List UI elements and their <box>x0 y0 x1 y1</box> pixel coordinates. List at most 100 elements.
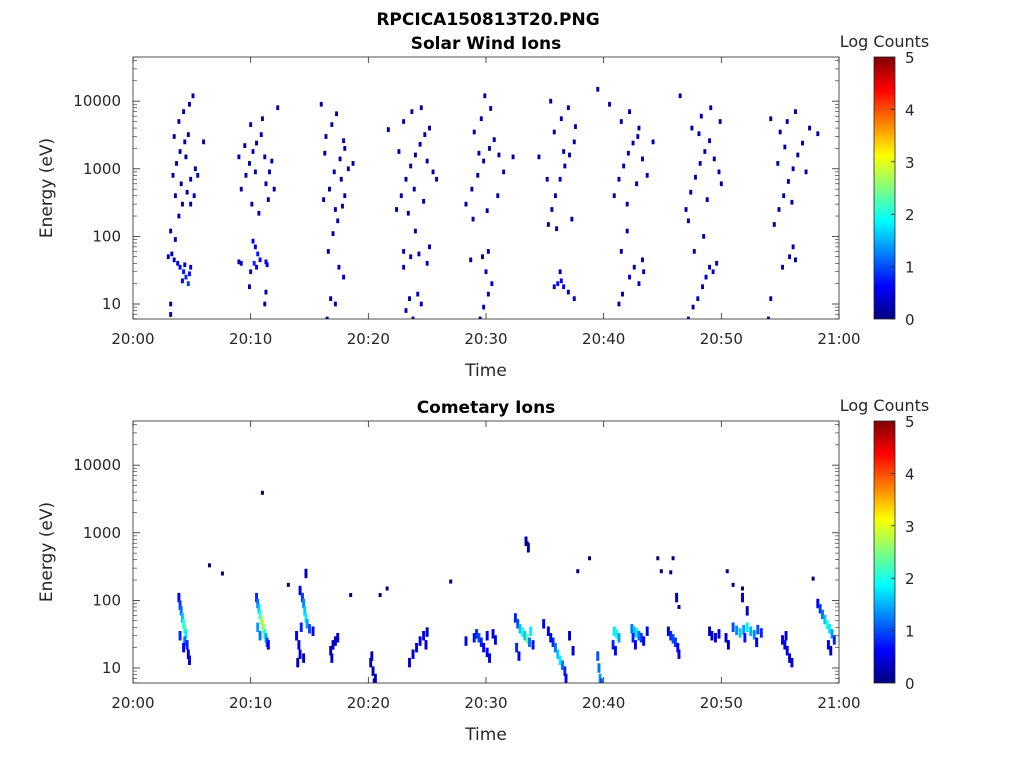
panel-title: Solar Wind Ions <box>411 34 562 54</box>
heatmap-cell <box>818 604 822 614</box>
heatmap-cell <box>829 646 833 656</box>
heatmap-cell <box>336 218 340 224</box>
heatmap-cell <box>185 189 189 195</box>
heatmap-cell <box>305 619 309 629</box>
heatmap-cell <box>637 125 641 131</box>
heatmap-cell <box>399 193 403 199</box>
heatmap-cell <box>676 642 680 653</box>
heatmap-cell <box>482 304 486 310</box>
heatmap-cell <box>570 216 574 222</box>
heatmap-cell <box>788 254 792 260</box>
heatmap-cell <box>630 624 634 634</box>
heatmap-cell <box>402 264 406 270</box>
heatmap-cell <box>691 304 695 310</box>
y-tick-label: 10000 <box>73 92 121 110</box>
heatmap-cell <box>423 132 427 137</box>
heatmap-cell <box>743 633 747 643</box>
heatmap-cell <box>331 231 335 236</box>
heatmap-cell <box>249 269 253 275</box>
heatmap-cell <box>378 593 382 598</box>
heatmap-cell <box>628 274 632 280</box>
heatmap-cell <box>337 264 341 270</box>
heatmap-cell <box>622 163 626 169</box>
heatmap-cell <box>493 635 497 645</box>
heatmap-cell <box>546 626 550 636</box>
heatmap-cell <box>537 154 541 160</box>
heatmap-cell <box>244 172 248 178</box>
heatmap-cell <box>518 624 522 634</box>
heatmap-cell <box>741 586 745 591</box>
heatmap-cell <box>632 626 636 636</box>
colorbar <box>873 420 896 684</box>
heatmap-cell <box>464 201 468 207</box>
heatmap-cell <box>641 156 644 162</box>
heatmap-cell <box>253 169 257 175</box>
heatmap-cell <box>182 642 186 653</box>
heatmap-cell <box>752 630 756 640</box>
heatmap-cell <box>549 633 553 643</box>
heatmap-cell <box>295 631 299 641</box>
heatmap-cell <box>413 228 417 234</box>
heatmap-cell <box>513 613 517 623</box>
heatmap-cell <box>184 274 188 280</box>
heatmap-cell <box>766 316 770 319</box>
colorbar-tick-label: 3 <box>905 154 915 172</box>
heatmap-cell <box>699 113 703 119</box>
heatmap-cell <box>330 653 334 663</box>
heatmap-cell <box>645 172 649 178</box>
heatmap-cell <box>724 633 728 643</box>
heatmap-cell <box>331 640 335 650</box>
heatmap-cell <box>322 197 326 202</box>
colorbar-tick-label: 4 <box>905 465 915 483</box>
heatmap-cell <box>192 193 196 199</box>
heatmap-cell <box>484 269 488 275</box>
heatmap-cell <box>166 254 170 260</box>
colorbar-tick-label: 0 <box>905 311 915 329</box>
heatmap-cell <box>183 262 187 268</box>
heatmap-cell <box>260 619 264 629</box>
heatmap-cell <box>596 86 600 92</box>
heatmap-cell <box>811 576 815 581</box>
heatmap-cell <box>182 619 186 629</box>
heatmap-cell <box>719 181 723 187</box>
heatmap-cell <box>343 193 347 199</box>
heatmap-cell <box>617 301 621 307</box>
heatmap-cell <box>669 631 673 641</box>
heatmap-cell <box>786 179 790 184</box>
heatmap-cell <box>549 98 553 104</box>
heatmap-cell <box>333 207 337 212</box>
heatmap-cell <box>621 291 624 297</box>
colorbar-tick-label: 3 <box>905 518 915 536</box>
heatmap-cell <box>435 176 439 182</box>
heatmap-cell <box>404 176 408 182</box>
heatmap-cell <box>177 213 181 219</box>
heatmap-cell <box>738 628 742 638</box>
heatmap-cell <box>742 624 746 635</box>
heatmap-cell <box>791 244 795 250</box>
heatmap-cell <box>686 218 690 224</box>
heatmap-cell <box>176 260 180 266</box>
heatmap-cell <box>412 186 416 192</box>
heatmap-cell <box>180 613 184 623</box>
heatmap-cell <box>635 181 639 187</box>
heatmap-cell <box>169 301 173 307</box>
heatmap-cell <box>551 637 555 648</box>
heatmap-cell <box>556 649 560 659</box>
heatmap-cell <box>179 606 183 616</box>
heatmap-cell <box>409 163 413 169</box>
heatmap-cell <box>692 249 696 254</box>
heatmap-cell <box>529 626 533 636</box>
heatmap-cell <box>169 312 173 317</box>
heatmap-cell <box>185 640 189 650</box>
heatmap-cell <box>784 631 788 641</box>
heatmap-cell <box>482 158 486 164</box>
heatmap-cell <box>568 631 572 641</box>
heatmap-cell <box>731 622 735 633</box>
x-tick-label: 20:20 <box>347 330 390 348</box>
heatmap-cell <box>422 631 426 641</box>
heatmap-cell <box>182 109 186 115</box>
heatmap-cell <box>796 152 800 158</box>
heatmap-cell <box>563 666 567 676</box>
heatmap-cell <box>311 626 315 636</box>
